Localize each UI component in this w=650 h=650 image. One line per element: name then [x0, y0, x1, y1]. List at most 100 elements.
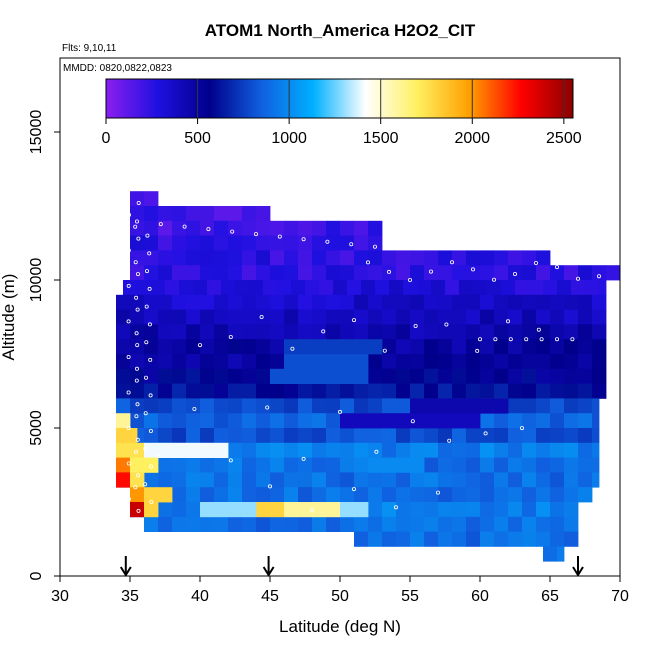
heatmap-cell — [410, 428, 425, 444]
heatmap-cell — [144, 235, 159, 251]
heatmap-cell — [438, 309, 453, 325]
sample-point — [135, 343, 140, 348]
heatmap-cell — [487, 280, 502, 296]
sample-point — [144, 269, 149, 274]
heatmap-cell — [354, 472, 369, 488]
heatmap-cell — [452, 457, 467, 473]
heatmap-cell — [340, 324, 355, 340]
sample-point — [149, 499, 154, 504]
heatmap-cell — [536, 339, 551, 355]
heatmap-cell — [564, 309, 579, 325]
heatmap-cell — [284, 398, 299, 414]
heatmap-cell — [298, 413, 313, 429]
heatmap-cell — [424, 413, 439, 429]
heatmap-cell — [592, 324, 607, 340]
sample-point — [126, 496, 131, 501]
down-arrow-icon — [572, 556, 584, 577]
heatmap-cell — [550, 442, 565, 458]
heatmap-cell — [298, 265, 313, 281]
heatmap-cell — [368, 487, 383, 503]
y-tick-label: 0 — [28, 571, 45, 580]
heatmap-cell — [298, 383, 313, 399]
heatmap-cell — [424, 487, 439, 503]
heatmap-cell — [298, 472, 313, 488]
heatmap-cell — [424, 339, 439, 355]
heatmap-cell — [382, 442, 397, 458]
heatmap-cell — [424, 472, 439, 488]
heatmap-cell — [368, 502, 383, 518]
heatmap-cell — [256, 442, 271, 458]
heatmap-cell — [578, 309, 593, 325]
heatmap-cell — [452, 398, 467, 414]
heatmap-cell — [382, 487, 397, 503]
heatmap-cell — [382, 383, 397, 399]
heatmap-cell — [130, 457, 145, 473]
heatmap-cell — [158, 324, 173, 340]
heatmap-cell — [452, 368, 467, 384]
heatmap-cell — [228, 235, 243, 251]
heatmap-cell — [536, 398, 551, 414]
heatmap-cell — [382, 309, 397, 325]
heatmap-cell — [459, 280, 474, 296]
heatmap-cell — [375, 280, 390, 296]
heatmap-cell — [354, 487, 369, 503]
heatmap-cell — [284, 472, 299, 488]
heatmap-cell — [438, 502, 453, 518]
heatmap-cell — [158, 428, 173, 444]
sample-point — [192, 406, 197, 411]
heatmap-cell — [522, 354, 537, 370]
heatmap-cell — [417, 280, 432, 296]
heatmap-cell — [494, 398, 509, 414]
heatmap-cell — [368, 235, 383, 251]
heatmap-cell — [256, 294, 271, 310]
sample-point — [393, 505, 398, 510]
heatmap-cell — [592, 413, 600, 429]
heatmap-cell — [382, 250, 397, 266]
heatmap-cell — [592, 339, 607, 355]
heatmap-cell — [536, 487, 551, 503]
heatmap-cell — [396, 265, 411, 281]
heatmap-cell — [270, 383, 285, 399]
sample-point — [158, 222, 163, 227]
heatmap-cell — [480, 324, 495, 340]
heatmap-cell — [494, 428, 509, 444]
sample-point — [134, 414, 139, 419]
heatmap-cell — [200, 235, 215, 251]
heatmap-cell — [494, 502, 509, 518]
heatmap-cell — [452, 294, 467, 310]
heatmap-cell — [382, 368, 397, 384]
heatmap-cell — [340, 502, 355, 518]
sample-point — [206, 227, 211, 232]
heatmap-cell — [480, 354, 495, 370]
heatmap-cell — [242, 383, 257, 399]
heatmap-cell — [410, 354, 425, 370]
heatmap-cell — [578, 442, 593, 458]
heatmap-cell — [144, 339, 159, 355]
heatmap-cell — [550, 487, 565, 503]
heatmap-cell — [522, 457, 537, 473]
x-tick-label: 60 — [471, 588, 489, 605]
heatmap-cell — [144, 250, 159, 266]
heatmap-cell — [368, 294, 383, 310]
heatmap-cell — [508, 250, 523, 266]
heatmap-cell — [200, 457, 215, 473]
heatmap-cell — [214, 309, 229, 325]
heatmap-cell — [228, 487, 243, 503]
sample-point — [386, 269, 391, 274]
heatmap-cell — [312, 235, 327, 251]
heatmap-cell — [466, 324, 481, 340]
heatmap-cell — [228, 428, 243, 444]
heatmap-cell — [186, 206, 201, 222]
heatmap-cell — [396, 250, 411, 266]
heatmap-cell — [452, 472, 467, 488]
heatmap-cell — [340, 472, 355, 488]
heatmap-cell — [186, 472, 201, 488]
heatmap-cell — [578, 457, 593, 473]
heatmap-cell — [235, 280, 250, 296]
heatmap-cell — [172, 398, 187, 414]
heatmap-cell — [228, 502, 243, 518]
heatmap-cell — [284, 324, 299, 340]
heatmap-cell — [522, 487, 537, 503]
sample-point — [505, 319, 510, 324]
heatmap-cell — [158, 368, 173, 384]
